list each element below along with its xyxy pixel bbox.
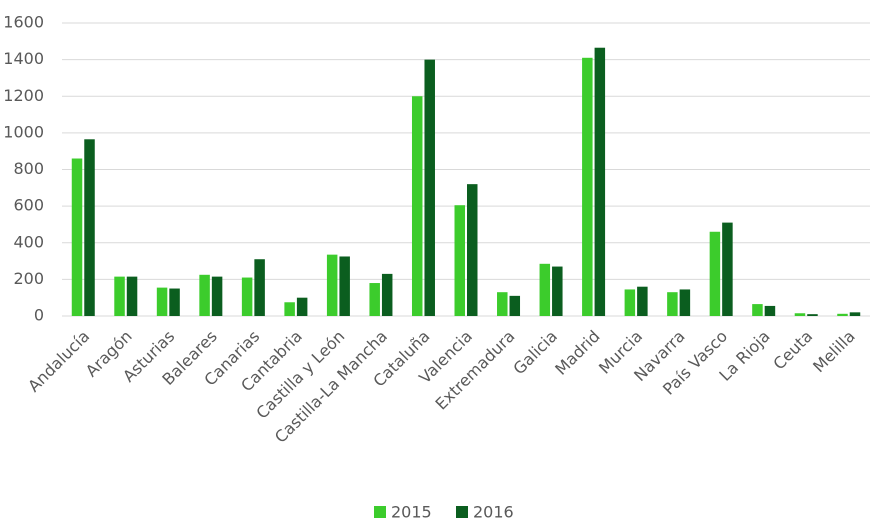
bar [211,276,223,316]
y-tick-label: 0 [34,306,44,325]
y-tick-label: 400 [13,232,44,251]
bar [114,276,125,316]
y-tick-label: 800 [13,159,44,178]
bar [497,292,508,316]
bar [539,263,551,316]
x-tick-label: Melilla [809,327,859,377]
bar [837,313,848,316]
y-tick-label: 1200 [3,86,44,105]
bar [241,277,253,316]
bar [326,254,338,316]
bar [454,205,465,316]
bar [709,231,721,316]
legend-swatch [374,506,386,518]
bar [381,273,393,316]
bar [411,96,423,316]
bar [582,57,593,316]
bar [667,292,678,316]
bar [764,305,776,316]
bar [509,295,521,316]
bar [752,304,763,316]
x-tick-label: Galicia [509,327,561,379]
bar [199,274,210,316]
legend-swatch [456,506,468,518]
bar [156,287,168,316]
bar [552,266,563,316]
y-tick-label: 200 [13,269,44,288]
x-tick-label: Ceuta [769,327,816,374]
bar [284,302,295,316]
bar [424,59,435,316]
bar [339,256,350,316]
bar [369,283,380,316]
y-tick-label: 1400 [3,49,44,68]
bar [794,313,806,316]
bar [169,288,180,316]
bar [296,297,308,316]
bar [467,184,478,316]
legend-label: 2015 [391,503,432,522]
bar [679,289,691,316]
bar [849,312,861,316]
bar [254,259,265,316]
bar [807,314,818,316]
bar [71,158,83,316]
bar [84,139,95,316]
bar [722,222,733,316]
bar [624,289,636,316]
bar [126,276,138,316]
x-tick-label: Andalucía [24,327,93,396]
y-tick-label: 1000 [3,122,44,141]
bar [594,47,606,317]
x-tick-label: Madrid [551,327,603,379]
legend-label: 2016 [473,503,514,522]
bar [637,286,648,316]
y-tick-label: 1600 [3,13,44,32]
y-tick-label: 600 [13,196,44,215]
